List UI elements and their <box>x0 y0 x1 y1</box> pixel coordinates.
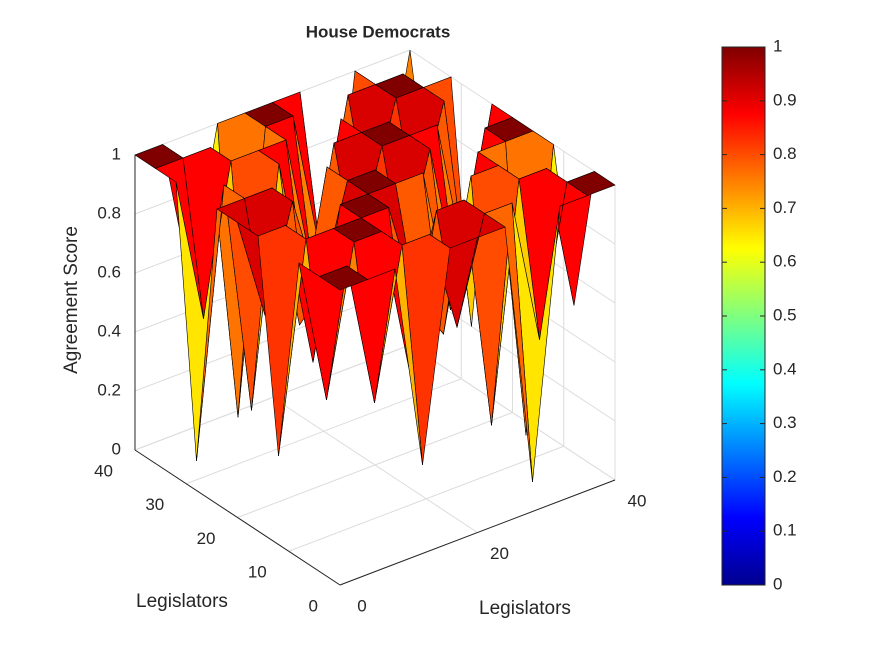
grid-line <box>288 445 564 552</box>
y-tick-label: 10 <box>248 563 267 582</box>
colorbar-tick-label: 0.9 <box>773 90 797 109</box>
colorbar <box>721 46 766 586</box>
z-tick-label: 0.6 <box>97 262 121 281</box>
x-tick-label: 20 <box>490 544 509 563</box>
z-tick-label: 1 <box>112 144 121 163</box>
colorbar-tick-label: 0.8 <box>773 144 797 163</box>
colorbar-tick-label: 0.4 <box>773 359 797 378</box>
z-tick-label: 0.8 <box>97 203 121 222</box>
colorbar-tick-label: 0 <box>773 574 782 593</box>
colorbar-tick-label: 0.1 <box>773 521 797 540</box>
y-axis-label: Legislators <box>136 591 228 612</box>
colorbar-tick-label: 0.3 <box>773 413 797 432</box>
x-tick-label: 0 <box>357 596 366 615</box>
z-tick-label: 0.4 <box>97 321 121 340</box>
colorbar-tick-label: 0.2 <box>773 467 797 486</box>
y-tick-label: 40 <box>94 461 113 480</box>
z-axis-label: Agreement Score <box>61 226 82 374</box>
x-tick-label: 40 <box>628 491 647 510</box>
x-axis-label: Legislators <box>479 598 571 619</box>
colorbar-tick-label: 0.5 <box>773 305 797 324</box>
colorbar-tick-label: 0.6 <box>773 252 797 271</box>
axis-line <box>134 449 341 586</box>
z-tick-label: 0 <box>112 439 121 458</box>
y-tick-label: 20 <box>197 529 216 548</box>
grid-line <box>237 412 513 518</box>
axis-line <box>339 479 616 586</box>
surface-cell <box>346 265 396 404</box>
colorbar-tick-label: 1 <box>773 36 782 55</box>
chart-title: House Democrats <box>306 22 451 41</box>
y-tick-label: 0 <box>309 596 318 615</box>
colorbar-tick-label: 0.7 <box>773 198 797 217</box>
z-tick-label: 0.2 <box>97 380 121 399</box>
y-tick-label: 30 <box>145 495 164 514</box>
grid-line <box>134 344 411 451</box>
surface-cell <box>318 265 369 291</box>
